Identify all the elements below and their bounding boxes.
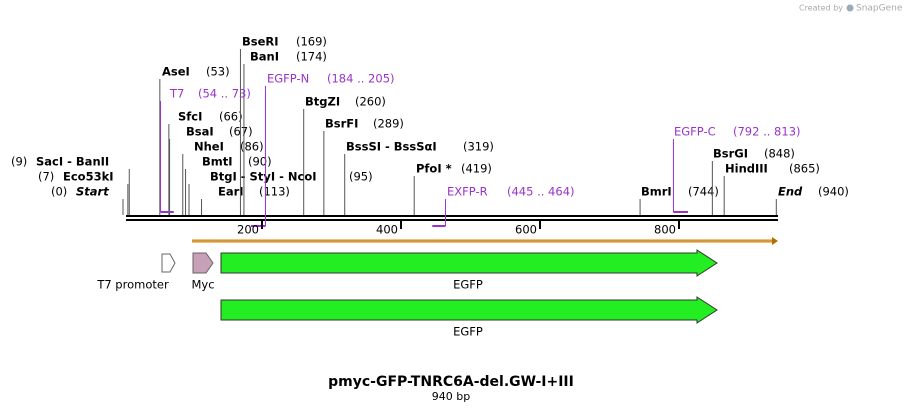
- feature-label: T7 promoter: [96, 278, 169, 292]
- primer-range: (445 .. 464): [507, 185, 575, 199]
- site-pos: (260): [355, 95, 386, 109]
- site-pos: (95): [349, 170, 373, 184]
- site-name: SacI - BanII: [36, 155, 109, 169]
- primer-range: (184 .. 205): [327, 72, 395, 86]
- site-name: BsrGI: [713, 147, 748, 161]
- site-pos: (7): [38, 170, 54, 184]
- site-name: BanI: [250, 50, 279, 64]
- feature-label: EGFP: [453, 278, 483, 292]
- primer-name: EXFP-R: [447, 185, 488, 199]
- site-pos: (289): [373, 117, 404, 131]
- site-name: BmtI: [202, 155, 233, 169]
- site-name: AseI: [162, 65, 190, 79]
- tick-label: 200: [237, 223, 259, 237]
- primer-name: EGFP-N: [267, 72, 309, 86]
- site-name: BsaI: [186, 125, 214, 139]
- site-pos: (53): [206, 65, 230, 79]
- site-pos: (90): [248, 155, 272, 169]
- site-name: End: [778, 185, 803, 199]
- myc: [192, 252, 214, 274]
- site-name: BmrI: [641, 185, 672, 199]
- feature-label: Myc: [191, 278, 214, 292]
- site-pos: (169): [296, 35, 327, 49]
- logo: [846, 4, 854, 12]
- site-pos: (848): [764, 147, 795, 161]
- site-name: BssSI - BssSαI: [346, 140, 437, 154]
- site-name: SfcI: [178, 110, 202, 124]
- site-name: BsrFI: [325, 117, 358, 131]
- primer-name: EGFP-C: [674, 125, 716, 139]
- created-by: Created by: [799, 4, 843, 13]
- tick-label: 400: [376, 223, 398, 237]
- site-pos: (66): [219, 110, 243, 124]
- site-pos: (744): [688, 185, 719, 199]
- length: 940 bp: [432, 390, 470, 403]
- orf-head: [772, 237, 778, 245]
- site-name: Start: [76, 185, 109, 199]
- t7-promoter: [161, 253, 176, 273]
- site-name: EarI: [218, 185, 244, 199]
- title: pmyc-GFP-TNRC6A-del.GW-I+III: [328, 374, 574, 390]
- site-pos: (865): [789, 162, 820, 176]
- site-pos: (0): [51, 185, 67, 199]
- site-pos: (419): [461, 162, 492, 176]
- site-pos: (9): [11, 155, 27, 169]
- brand: SnapGene: [856, 4, 903, 14]
- egfp: [220, 296, 718, 324]
- feature-label: EGFP: [453, 325, 483, 339]
- site-pos: (113): [259, 185, 290, 199]
- site-pos: (940): [818, 185, 849, 199]
- site-pos: (319): [463, 140, 494, 154]
- primer-range: (792 .. 813): [733, 125, 801, 139]
- primer-name: T7: [169, 87, 184, 101]
- tick-label: 600: [515, 223, 537, 237]
- egfp: [220, 249, 718, 277]
- site-name: PfoI *: [416, 162, 452, 176]
- site-name: BtgZI: [305, 95, 340, 109]
- site-name: Eco53kI: [63, 170, 114, 184]
- site-name: NheI: [194, 140, 224, 154]
- site-pos: (174): [296, 50, 327, 64]
- primer-range: (54 .. 73): [198, 87, 251, 101]
- site-pos: (86): [240, 140, 264, 154]
- site-name: HindIII: [725, 162, 768, 176]
- site-name: BtgI - StyI - NcoI: [210, 170, 317, 184]
- site-name: BseRI: [242, 35, 279, 49]
- tick-label: 800: [654, 223, 676, 237]
